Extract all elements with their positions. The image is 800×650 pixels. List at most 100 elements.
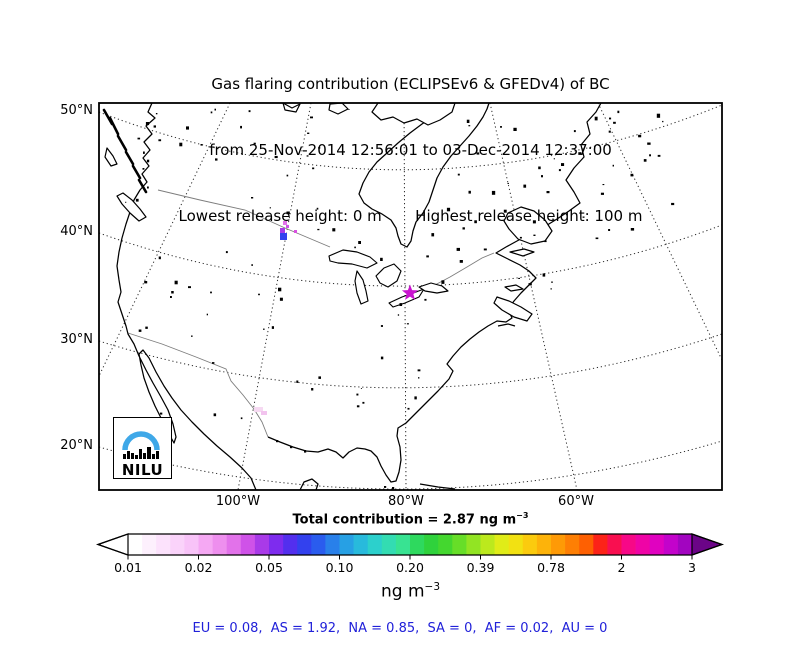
lake-dot <box>212 362 215 364</box>
lake-dot <box>356 393 359 396</box>
lake-dot <box>600 192 604 195</box>
colorbar-segment <box>536 534 552 555</box>
lake-huron <box>375 263 402 288</box>
colorbar-segment <box>410 534 425 555</box>
colorbar-segment <box>565 534 580 555</box>
lake-dot <box>491 190 496 195</box>
lake-dot <box>269 207 271 209</box>
colorbar-segment <box>240 534 256 555</box>
lon-label: 60°W <box>558 494 594 509</box>
lake-dot <box>200 144 203 146</box>
lake-dot <box>424 298 427 301</box>
lake-dot <box>286 211 290 215</box>
colorbar-segment <box>226 534 242 555</box>
graticule-meridians <box>99 103 722 490</box>
island-nova-scotia <box>493 296 533 322</box>
plot-title: Gas flaring contribution (ECLIPSEv6 & GF… <box>99 29 722 271</box>
lake-dot <box>145 326 148 329</box>
nilu-logo: NILU <box>113 417 172 479</box>
lake-dot <box>638 134 642 138</box>
colorbar-segment <box>325 534 340 555</box>
coast-cuba <box>419 483 456 490</box>
lake-dot <box>358 241 361 244</box>
colorbar-tick-label: 0.01 <box>114 560 142 575</box>
lake-dot <box>240 125 242 129</box>
colorbar-segment <box>297 534 312 555</box>
lake-dot <box>518 277 520 279</box>
lake-dot <box>356 405 360 408</box>
colorbar-segment <box>198 534 213 555</box>
island-haida-gwaii <box>104 147 118 167</box>
colorbar-segment <box>522 534 538 555</box>
colorbar-segment <box>621 534 636 555</box>
lake-dot <box>550 288 552 290</box>
colorbar <box>96 533 724 560</box>
lake-dot <box>459 260 463 263</box>
colorbar-tick-label: 0.20 <box>396 560 424 575</box>
lake-dot <box>595 237 599 240</box>
lake-dot <box>612 164 614 167</box>
lake-dot <box>406 323 409 325</box>
island-arctic-small <box>282 103 301 113</box>
lake-dot <box>399 303 403 306</box>
lake-dot <box>418 377 420 379</box>
island-vancouver <box>116 192 147 222</box>
lake-dot <box>316 207 319 210</box>
colorbar-segment <box>677 534 693 555</box>
lake-dot <box>286 174 289 177</box>
lake-dot <box>407 407 410 410</box>
concentration-patch-bakken <box>283 221 287 225</box>
release-point-star-icon <box>401 284 419 300</box>
lon-label: 100°W <box>215 494 261 509</box>
colorbar-segment <box>353 534 369 555</box>
lake-dot <box>354 246 356 249</box>
lake-dot <box>561 163 565 166</box>
lake-dot <box>657 154 661 157</box>
colorbar-segment <box>311 534 326 555</box>
colorbar-tick-label: 0.10 <box>325 560 354 575</box>
lake-dot <box>582 216 585 218</box>
coast-gulf-east <box>267 103 602 483</box>
colorbar-segment <box>579 534 594 555</box>
lake-dot <box>312 167 315 170</box>
lake-dot <box>431 233 435 237</box>
lake-dot <box>573 130 576 133</box>
total-contribution-label: Total contribution = 2.87 ng m−3 <box>292 511 529 528</box>
lake-dot <box>519 236 522 239</box>
lake-dot <box>392 487 395 490</box>
coast-long-island <box>497 323 516 327</box>
lake-dot <box>617 110 620 114</box>
concentration-patch-bakken <box>280 228 285 233</box>
lake-dot <box>426 255 429 258</box>
lake-dot <box>630 228 635 231</box>
colorbar-tick-marks <box>127 555 693 560</box>
colorbar-tick-label: 0.02 <box>184 560 213 575</box>
colorbar-segment <box>551 534 566 555</box>
lake-dot <box>500 126 502 128</box>
lake-dot <box>278 287 282 292</box>
lake-dot <box>457 173 460 176</box>
lake-dot <box>551 281 553 283</box>
colorbar-segment <box>170 534 185 555</box>
lake-dot <box>210 111 213 114</box>
title-line-3: Lowest release height: 0 m Highest relea… <box>178 207 643 225</box>
superscript-exponent: −3 <box>424 581 441 593</box>
title-line-2: from 25-Nov-2014 12:56:01 to 03-Dec-2014… <box>209 141 612 159</box>
lake-dot <box>307 132 310 134</box>
colorbar-right-arrow <box>691 533 724 556</box>
lake-dot <box>310 116 313 119</box>
nilu-logo-text: NILU <box>121 461 164 479</box>
lake-dot <box>523 184 527 188</box>
lat-label: 20°N <box>60 438 93 453</box>
colorbar-segment <box>156 534 171 555</box>
lake-dot <box>348 109 350 110</box>
lake-dot <box>507 182 509 184</box>
colorbar-tick-label: 0.05 <box>255 560 283 575</box>
colorbar-segment <box>593 534 608 555</box>
lake-dot <box>649 154 651 157</box>
lake-dot <box>384 486 387 488</box>
lake-dot <box>225 251 228 254</box>
lake-dot <box>251 197 254 199</box>
graticule-parallels <box>99 104 722 490</box>
lake-dot <box>476 152 480 155</box>
